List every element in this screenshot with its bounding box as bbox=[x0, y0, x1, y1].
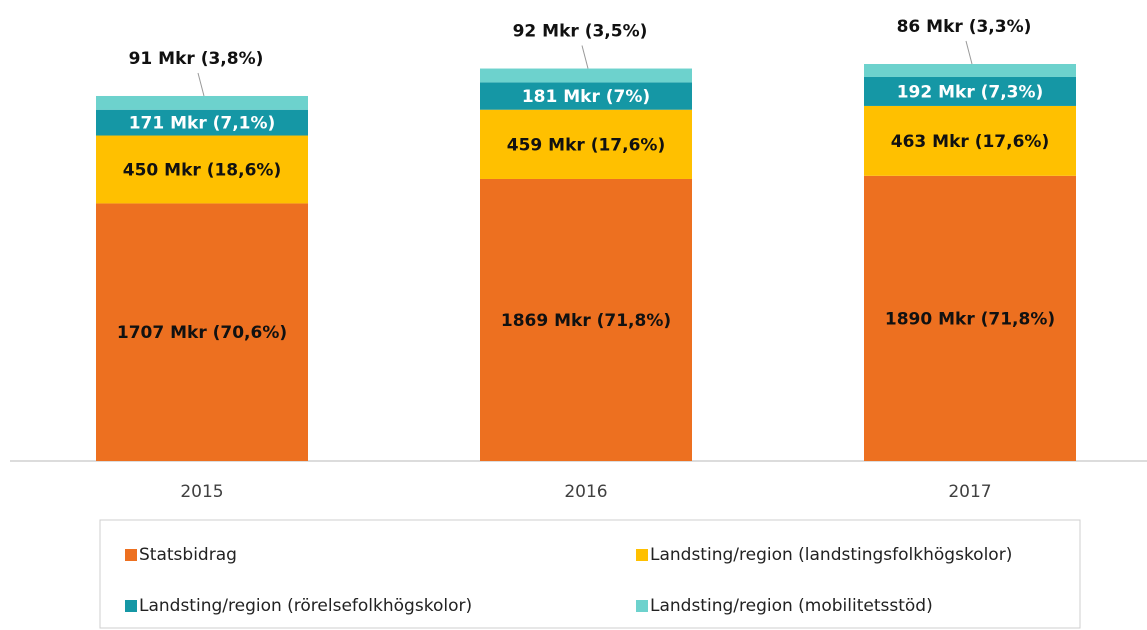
bar-segment bbox=[864, 76, 1076, 106]
legend-swatch bbox=[636, 600, 648, 612]
data-label: 192 Mkr (7,3%) bbox=[897, 82, 1044, 102]
x-tick-label: 2017 bbox=[948, 482, 991, 502]
bar-segment bbox=[96, 95, 308, 110]
legend-swatch bbox=[125, 549, 137, 561]
legend-swatch bbox=[636, 549, 648, 561]
legend-label: Landsting/region (rörelsefolkhögskolor) bbox=[139, 596, 472, 616]
bar-segment bbox=[864, 64, 1076, 77]
leader-line bbox=[965, 40, 973, 65]
bar-segment bbox=[96, 135, 308, 204]
bar-segment bbox=[480, 109, 692, 179]
data-label: 1707 Mkr (70,6%) bbox=[117, 323, 287, 343]
bar-segment bbox=[480, 82, 692, 110]
bar-segment bbox=[480, 68, 692, 83]
data-label: 459 Mkr (17,6%) bbox=[507, 135, 665, 155]
data-label: 463 Mkr (17,6%) bbox=[891, 132, 1049, 152]
data-label: 86 Mkr (3,3%) bbox=[897, 17, 1032, 37]
legend-box bbox=[99, 519, 1081, 629]
data-label: 91 Mkr (3,8%) bbox=[129, 49, 264, 69]
data-label: 171 Mkr (7,1%) bbox=[129, 114, 276, 134]
bar-segment bbox=[864, 105, 1076, 176]
data-label: 181 Mkr (7%) bbox=[522, 87, 650, 107]
legend-label: Landsting/region (landstingsfolkhögskolo… bbox=[650, 545, 1012, 565]
bar-segment bbox=[96, 203, 308, 462]
data-label: 92 Mkr (3,5%) bbox=[513, 22, 648, 42]
x-tick-label: 2016 bbox=[564, 482, 607, 502]
leader-line bbox=[581, 45, 589, 69]
bar-segment bbox=[480, 178, 692, 461]
legend-label: Statsbidrag bbox=[139, 545, 237, 565]
data-label: 450 Mkr (18,6%) bbox=[123, 160, 281, 180]
leader-line bbox=[197, 72, 205, 97]
bar-segment bbox=[96, 109, 308, 136]
legend-swatch bbox=[125, 600, 137, 612]
x-tick-label: 2015 bbox=[180, 482, 223, 502]
bar-segment bbox=[864, 175, 1076, 461]
legend-label: Landsting/region (mobilitetsstöd) bbox=[650, 596, 933, 616]
data-label: 1890 Mkr (71,8%) bbox=[885, 309, 1055, 329]
data-label: 1869 Mkr (71,8%) bbox=[501, 311, 671, 331]
